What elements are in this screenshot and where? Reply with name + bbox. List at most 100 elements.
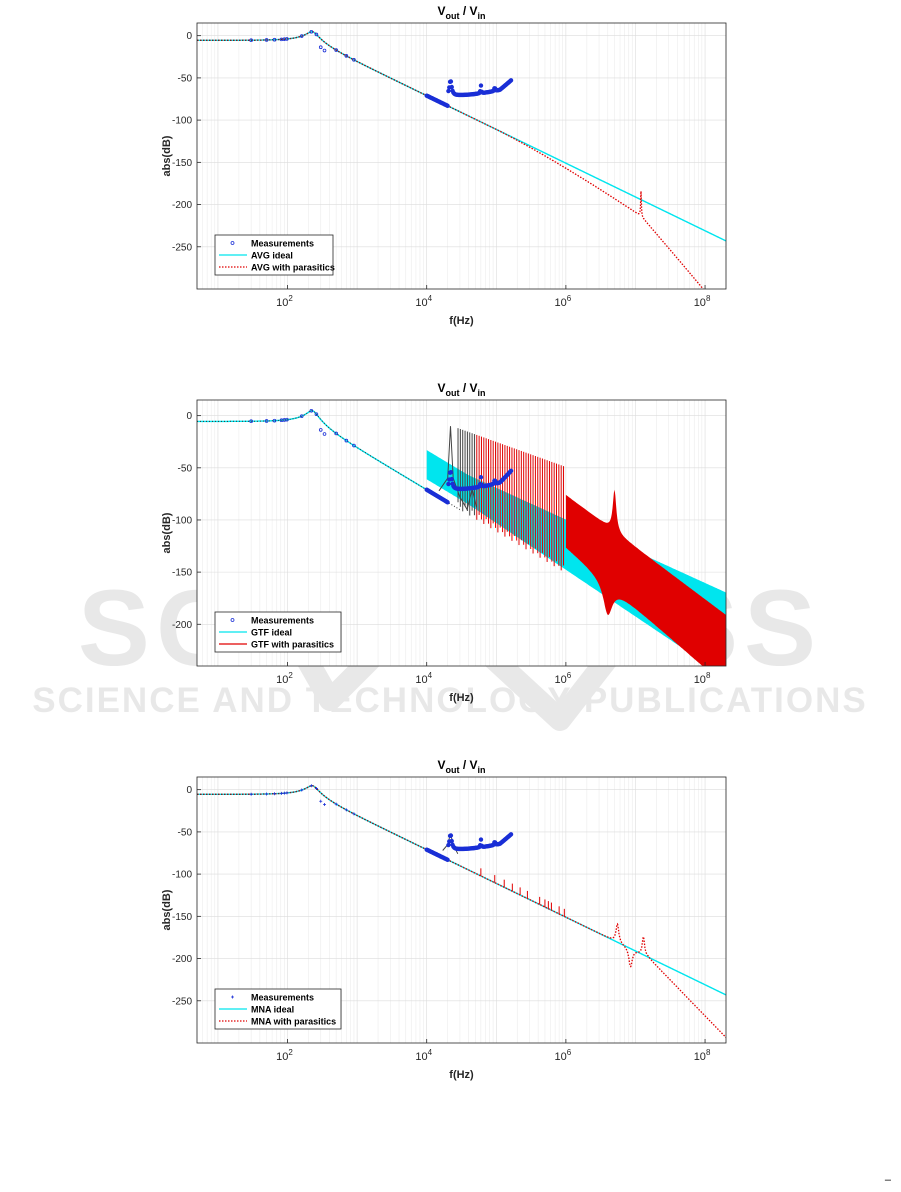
x-axis-label: f(Hz) [449, 315, 474, 327]
footer-mark: – [884, 1174, 891, 1186]
series-model-dark-line [197, 785, 460, 867]
measurement-point [309, 784, 313, 788]
legend-label: AVG with parasitics [251, 263, 335, 273]
y-tick-label: -200 [172, 620, 192, 631]
axes-box [196, 776, 727, 1044]
measurement-point [334, 48, 338, 52]
measurement-point [322, 48, 327, 53]
measurement-point [446, 88, 451, 94]
series-resonance-comb [457, 428, 565, 571]
x-tick-label: 102 [276, 294, 293, 309]
measurement-point [449, 84, 454, 90]
plot-content [197, 784, 726, 1038]
x-tick-label: 104 [415, 1048, 432, 1063]
series-model-dark-line [197, 410, 461, 511]
measurement-point [334, 802, 338, 806]
measurement-point [318, 428, 323, 432]
chart-title: Vout / Vin [437, 4, 485, 21]
measurement-point [272, 418, 277, 423]
x-axis-label: f(Hz) [449, 1069, 474, 1081]
measurement-point [249, 792, 253, 796]
y-tick-label: -200 [172, 954, 192, 965]
chart-title: Vout / Vin [437, 758, 485, 775]
measurement-point [448, 470, 454, 475]
measurement-point [300, 788, 304, 792]
measurement-point [309, 29, 314, 34]
y-tick-label: -100 [172, 515, 192, 526]
x-axis-label: f(Hz) [449, 692, 474, 704]
measurement-point [352, 443, 356, 448]
x-tick-label: 102 [276, 1048, 293, 1063]
y-tick-label: -250 [172, 242, 192, 253]
measurement-point [344, 54, 349, 58]
x-tick-label: 104 [415, 671, 432, 686]
watermark-subtitle: SCIENCE AND TECHNOLOGY PUBLICATIONS [32, 681, 868, 720]
measurement-point [478, 83, 484, 88]
measurement-point [285, 791, 289, 795]
y-tick-label: -100 [172, 870, 192, 881]
x-tick-label: 108 [694, 1048, 711, 1063]
series-parasitic-band [565, 489, 726, 666]
measurement-point [280, 791, 284, 795]
measurement-point [446, 481, 451, 487]
y-tick-label: -150 [172, 568, 192, 579]
measurement-point [352, 812, 356, 816]
legend: Measurements MNA ideal MNA with parasitics [214, 988, 342, 1030]
measurement-point [285, 37, 289, 41]
measurement-point [264, 38, 269, 42]
chart-1: 0 -50 -100 -150 -200 -250 102 104 106 108 f(Hz) abs… [161, 4, 727, 327]
measurement-point [314, 32, 319, 37]
measurement-point [314, 786, 318, 790]
y-tick-label: -50 [178, 463, 193, 474]
measurement-point [314, 412, 319, 416]
measurement-point [344, 438, 349, 443]
y-axis-label: abs(dB) [161, 889, 173, 930]
legend-label: Measurements [251, 239, 314, 249]
measurement-point [446, 842, 451, 848]
measurement-point [448, 833, 454, 838]
legend-marker [231, 995, 234, 999]
y-tick-label: -150 [172, 158, 192, 169]
y-tick-label: -200 [172, 200, 192, 211]
measurement-point [264, 419, 269, 423]
measurement-point [323, 803, 327, 807]
y-tick-label: -50 [178, 73, 193, 84]
y-tick-label: 0 [186, 31, 192, 42]
measurement-point [449, 838, 454, 844]
measurement-point [249, 419, 253, 424]
x-tick-label: 106 [555, 671, 572, 686]
measurement-point [249, 38, 253, 42]
series-parasitic-spikes [480, 868, 565, 917]
charts-group: 0 -50 -100 -150 -200 -250 102 104 106 108 f(Hz) abs… [161, 4, 727, 1081]
measurement-point [508, 832, 514, 837]
legend-marker [230, 618, 235, 622]
y-tick-label: -150 [172, 912, 192, 923]
y-tick-label: -100 [172, 116, 192, 127]
legend-label: AVG ideal [251, 251, 293, 261]
x-tick-label: 104 [415, 294, 432, 309]
chart-title: Vout / Vin [437, 381, 485, 398]
measurement-point [334, 431, 338, 436]
legend-label: MNA ideal [251, 1005, 294, 1015]
measurement-point [448, 79, 454, 84]
measurement-point [299, 34, 304, 38]
measurement-point [322, 432, 327, 436]
chart-3: 0 -50 -100 -150 -200 -250 102 104 106 108 f(Hz) abs… [161, 758, 727, 1081]
y-tick-label: -50 [178, 827, 193, 838]
y-tick-label: -250 [172, 996, 192, 1007]
series-measurements [249, 408, 514, 505]
x-tick-label: 106 [555, 294, 572, 309]
x-tick-label: 102 [276, 671, 293, 686]
measurement-point [445, 103, 450, 108]
measurement-point [273, 792, 277, 796]
measurement-point [478, 475, 484, 480]
legend-label: Measurements [251, 993, 314, 1003]
y-tick-label: 0 [186, 411, 192, 422]
legend-label: MNA with parasitics [251, 1017, 336, 1027]
legend: Measurements AVG ideal AVG with parasitics [214, 234, 335, 276]
legend-marker [230, 241, 235, 245]
measurement-point [478, 837, 484, 842]
y-axis-label: abs(dB) [161, 135, 173, 176]
axes-box [196, 399, 727, 667]
